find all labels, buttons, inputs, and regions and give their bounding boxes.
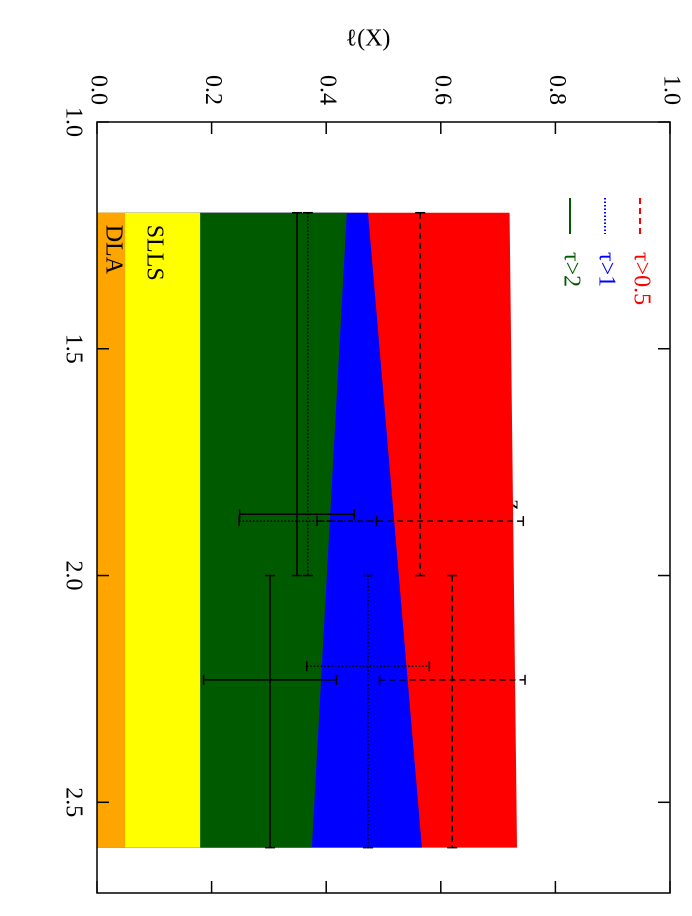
x-tick-label: 2.5: [60, 787, 86, 817]
legend-label: τ>0.5: [628, 252, 654, 305]
band-label: DLA: [100, 225, 126, 275]
x-axis-label: z: [500, 500, 526, 511]
y-tick-label: 0.8: [544, 75, 570, 105]
legend-label: τ>1: [593, 252, 619, 287]
y-tick-label: 0.2: [200, 75, 226, 105]
class-band: [97, 212, 126, 848]
y-tick-label: 0.0: [85, 75, 111, 105]
band-label: SLLS: [142, 225, 168, 281]
plot-frame: [96, 121, 671, 894]
x-tick-label: 1.5: [60, 334, 86, 364]
legend-label: τ>2: [558, 252, 584, 287]
y-tick-label: 0.4: [315, 75, 341, 105]
y-tick-label: 1.0: [658, 75, 684, 105]
x-tick-label: 1.0: [60, 107, 86, 137]
y-tick-label: 0.6: [429, 75, 455, 105]
y-axis-label: ℓ(X): [346, 26, 391, 52]
x-tick-label: 2.0: [60, 561, 86, 591]
